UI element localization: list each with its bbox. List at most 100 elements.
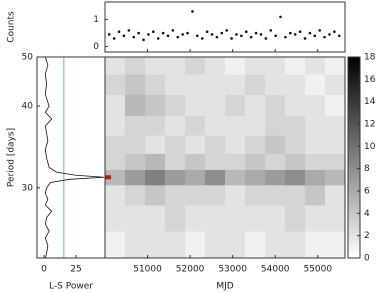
heat-cell bbox=[245, 94, 266, 117]
heat-cell bbox=[125, 135, 146, 155]
heat-cell bbox=[305, 153, 326, 171]
heat-cell bbox=[125, 205, 146, 232]
heat-cell bbox=[205, 185, 226, 206]
x-axis-label: MJD bbox=[216, 282, 233, 292]
colorbar-tick-label: 8 bbox=[364, 164, 370, 174]
heat-cell bbox=[125, 231, 146, 259]
point bbox=[107, 33, 111, 36]
point bbox=[161, 31, 165, 35]
heat-cell bbox=[285, 57, 306, 75]
x-tick-label: 51000 bbox=[133, 265, 162, 275]
point bbox=[279, 15, 282, 19]
heat-cell bbox=[285, 74, 306, 96]
point bbox=[230, 37, 233, 40]
heat-cell bbox=[265, 94, 286, 117]
point bbox=[147, 33, 150, 36]
heat-cell bbox=[285, 135, 306, 155]
heat-cell bbox=[205, 116, 226, 136]
heat-cell bbox=[165, 205, 186, 232]
heat-cell bbox=[245, 169, 266, 186]
heat-cell bbox=[245, 135, 266, 155]
point bbox=[132, 35, 136, 39]
point bbox=[156, 37, 160, 40]
point bbox=[240, 34, 243, 38]
heat-cell bbox=[285, 153, 306, 171]
heat-cell bbox=[205, 231, 226, 259]
point bbox=[249, 35, 253, 39]
point bbox=[308, 31, 312, 35]
heat-cell bbox=[305, 94, 326, 117]
heat-cell bbox=[325, 185, 346, 206]
point bbox=[264, 37, 268, 40]
heat-cell bbox=[225, 57, 246, 75]
heat-cell bbox=[205, 135, 226, 155]
heat-cell bbox=[225, 135, 246, 155]
heat-cell bbox=[205, 153, 226, 171]
heat-cell bbox=[165, 231, 186, 259]
heat-cell bbox=[165, 94, 186, 117]
heat-cell bbox=[145, 205, 166, 232]
heat-cell bbox=[165, 57, 186, 75]
colorbar-tick-label: 6 bbox=[364, 187, 370, 197]
heat-cell bbox=[205, 94, 226, 117]
heat-cell bbox=[225, 94, 246, 117]
point bbox=[151, 30, 155, 34]
heat-cell bbox=[105, 169, 126, 186]
period-marker bbox=[105, 175, 111, 180]
point bbox=[166, 34, 170, 38]
point bbox=[323, 35, 326, 39]
point bbox=[127, 29, 131, 32]
heat-cell bbox=[125, 74, 146, 96]
y-tick-label: 1 bbox=[93, 15, 99, 25]
power-line bbox=[44, 56, 105, 259]
heat-cell bbox=[105, 231, 126, 259]
point bbox=[191, 10, 194, 13]
point bbox=[215, 35, 219, 39]
heat-cell bbox=[285, 205, 306, 232]
heat-cell bbox=[325, 135, 346, 155]
point bbox=[186, 31, 189, 35]
heat-cell bbox=[205, 169, 226, 186]
heat-cell bbox=[285, 185, 306, 206]
heat-cell bbox=[105, 57, 126, 75]
heat-cell bbox=[265, 205, 286, 232]
heat-cell bbox=[205, 74, 226, 96]
heat-cell bbox=[125, 153, 146, 171]
colorbar-tick-label: 2 bbox=[364, 231, 370, 241]
y-axis-label: Period [days] bbox=[7, 128, 17, 187]
heat-cell bbox=[225, 116, 246, 136]
heat-cell bbox=[185, 169, 206, 186]
heat-cell bbox=[145, 169, 166, 186]
heat-cell bbox=[125, 185, 146, 206]
frame bbox=[104, 56, 346, 259]
heat-cell bbox=[245, 231, 266, 259]
heat-cell bbox=[125, 116, 146, 136]
heat-cell bbox=[265, 74, 286, 96]
heat-cell bbox=[125, 94, 146, 117]
x-axis-label: L-S Power bbox=[49, 282, 93, 292]
heat-cell bbox=[105, 205, 126, 232]
heat-cell bbox=[285, 116, 306, 136]
heat-cell bbox=[205, 57, 226, 75]
colorbar-tick-label: 12 bbox=[364, 120, 375, 130]
heat-cell bbox=[225, 185, 246, 206]
heat-cell bbox=[185, 74, 206, 96]
point bbox=[196, 34, 199, 38]
heat-cell bbox=[185, 231, 206, 259]
heat-cell bbox=[185, 153, 206, 171]
heat-cell bbox=[145, 74, 166, 96]
heat-cell bbox=[145, 231, 166, 259]
heat-cell bbox=[225, 74, 246, 96]
heat-cell bbox=[305, 116, 326, 136]
y-tick-label: 40 bbox=[22, 102, 34, 112]
heat-cell bbox=[165, 116, 186, 136]
y-axis-label: Counts bbox=[7, 11, 17, 43]
heat-cell bbox=[325, 205, 346, 232]
point bbox=[171, 29, 175, 32]
point bbox=[210, 33, 214, 36]
heat-cell bbox=[245, 153, 266, 171]
point bbox=[200, 37, 204, 40]
point bbox=[328, 33, 331, 36]
y-tick-label: 30 bbox=[22, 183, 34, 193]
